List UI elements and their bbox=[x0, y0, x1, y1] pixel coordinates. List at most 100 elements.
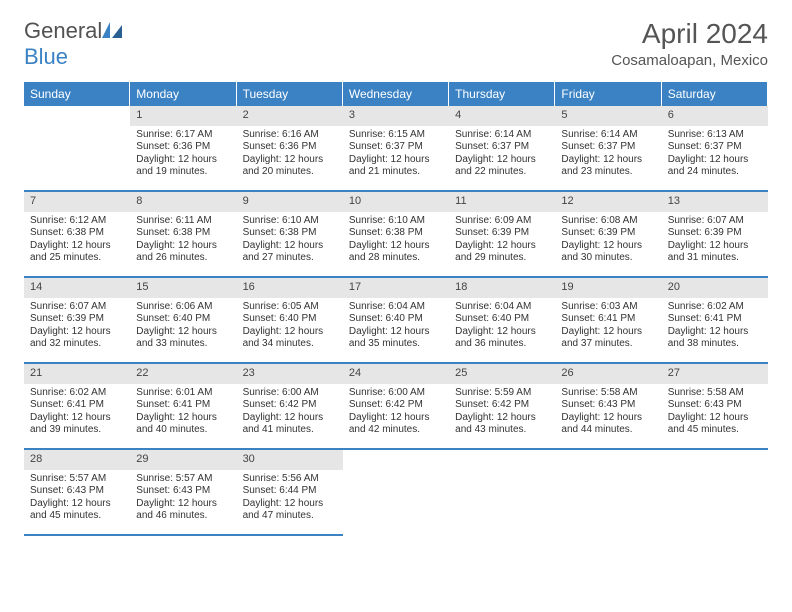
calendar-cell: 22Sunrise: 6:01 AMSunset: 6:41 PMDayligh… bbox=[130, 364, 236, 450]
day-number: 11 bbox=[449, 192, 555, 212]
daylight-line: Daylight: 12 hours and 45 minutes. bbox=[668, 412, 762, 437]
calendar-cell: 30Sunrise: 5:56 AMSunset: 6:44 PMDayligh… bbox=[237, 450, 343, 536]
calendar-cell: 12Sunrise: 6:08 AMSunset: 6:39 PMDayligh… bbox=[555, 192, 661, 278]
weekday-header: Friday bbox=[555, 82, 661, 106]
daylight-line: Daylight: 12 hours and 44 minutes. bbox=[561, 412, 655, 437]
daylight-line: Daylight: 12 hours and 45 minutes. bbox=[30, 498, 124, 523]
day-body: Sunrise: 5:56 AMSunset: 6:44 PMDaylight:… bbox=[237, 470, 343, 529]
day-number: 16 bbox=[237, 278, 343, 298]
logo: GeneralBlue bbox=[24, 18, 124, 70]
sunset-line: Sunset: 6:40 PM bbox=[349, 313, 443, 326]
calendar-cell: 8Sunrise: 6:11 AMSunset: 6:38 PMDaylight… bbox=[130, 192, 236, 278]
daylight-line: Daylight: 12 hours and 27 minutes. bbox=[243, 240, 337, 265]
calendar-cell bbox=[24, 106, 130, 192]
day-number: 7 bbox=[24, 192, 130, 212]
day-number: 13 bbox=[662, 192, 768, 212]
daylight-line: Daylight: 12 hours and 43 minutes. bbox=[455, 412, 549, 437]
daylight-line: Daylight: 12 hours and 38 minutes. bbox=[668, 326, 762, 351]
daylight-line: Daylight: 12 hours and 20 minutes. bbox=[243, 154, 337, 179]
calendar-cell: 28Sunrise: 5:57 AMSunset: 6:43 PMDayligh… bbox=[24, 450, 130, 536]
weekday-header: Saturday bbox=[662, 82, 768, 106]
calendar-cell: 29Sunrise: 5:57 AMSunset: 6:43 PMDayligh… bbox=[130, 450, 236, 536]
day-body: Sunrise: 5:59 AMSunset: 6:42 PMDaylight:… bbox=[449, 384, 555, 443]
calendar-cell: 2 Sunrise: 6:16 AMSunset: 6:36 PMDaylight… bbox=[237, 106, 343, 192]
sunrise-line: Sunrise: 6:00 AM bbox=[349, 387, 443, 400]
daylight-line: Daylight: 12 hours and 29 minutes. bbox=[455, 240, 549, 265]
sunset-line: Sunset: 6:38 PM bbox=[243, 227, 337, 240]
sunrise-line: Sunrise: 6:10 AM bbox=[243, 215, 337, 228]
page-title: April 2024 bbox=[611, 18, 768, 50]
sunrise-line: Sunrise: 5:57 AM bbox=[30, 473, 124, 486]
sunset-line: Sunset: 6:38 PM bbox=[136, 227, 230, 240]
day-number: 19 bbox=[555, 278, 661, 298]
sunrise-line: Sunrise: 6:10 AM bbox=[349, 215, 443, 228]
day-number: 12 bbox=[555, 192, 661, 212]
sunset-line: Sunset: 6:41 PM bbox=[30, 399, 124, 412]
sunset-line: Sunset: 6:37 PM bbox=[668, 141, 762, 154]
day-number: 25 bbox=[449, 364, 555, 384]
weekday-header: Monday bbox=[130, 82, 236, 106]
calendar-cell: 18Sunrise: 6:04 AMSunset: 6:40 PMDayligh… bbox=[449, 278, 555, 364]
sunrise-line: Sunrise: 6:16 AM bbox=[243, 129, 337, 142]
sunset-line: Sunset: 6:39 PM bbox=[668, 227, 762, 240]
sunset-line: Sunset: 6:36 PM bbox=[136, 141, 230, 154]
day-body: Sunrise: 6:00 AMSunset: 6:42 PMDaylight:… bbox=[237, 384, 343, 443]
daylight-line: Daylight: 12 hours and 23 minutes. bbox=[561, 154, 655, 179]
calendar-cell bbox=[449, 450, 555, 536]
logo-text-b: Blue bbox=[24, 44, 68, 69]
day-number: 23 bbox=[237, 364, 343, 384]
day-number: 29 bbox=[130, 450, 236, 470]
day-number: 20 bbox=[662, 278, 768, 298]
sunrise-line: Sunrise: 5:59 AM bbox=[455, 387, 549, 400]
sunrise-line: Sunrise: 6:06 AM bbox=[136, 301, 230, 314]
weekday-header: Thursday bbox=[449, 82, 555, 106]
calendar-cell bbox=[555, 450, 661, 536]
day-body: Sunrise: 6:03 AMSunset: 6:41 PMDaylight:… bbox=[555, 298, 661, 357]
sunset-line: Sunset: 6:38 PM bbox=[30, 227, 124, 240]
day-number: 2 bbox=[237, 106, 343, 126]
day-body: Sunrise: 5:58 AMSunset: 6:43 PMDaylight:… bbox=[555, 384, 661, 443]
day-body: Sunrise: 6:02 AMSunset: 6:41 PMDaylight:… bbox=[662, 298, 768, 357]
day-body: Sunrise: 6:14 AMSunset: 6:37 PMDaylight:… bbox=[555, 126, 661, 185]
day-number: 28 bbox=[24, 450, 130, 470]
weekday-header: Sunday bbox=[24, 82, 130, 106]
logo-text-a: General bbox=[24, 18, 102, 43]
sunrise-line: Sunrise: 6:07 AM bbox=[668, 215, 762, 228]
day-number: 27 bbox=[662, 364, 768, 384]
day-body: Sunrise: 6:15 AMSunset: 6:37 PMDaylight:… bbox=[343, 126, 449, 185]
calendar-cell: 26Sunrise: 5:58 AMSunset: 6:43 PMDayligh… bbox=[555, 364, 661, 450]
calendar-cell: 15Sunrise: 6:06 AMSunset: 6:40 PMDayligh… bbox=[130, 278, 236, 364]
calendar-cell: 11Sunrise: 6:09 AMSunset: 6:39 PMDayligh… bbox=[449, 192, 555, 278]
day-number: 6 bbox=[662, 106, 768, 126]
day-body: Sunrise: 6:10 AMSunset: 6:38 PMDaylight:… bbox=[343, 212, 449, 271]
day-body: Sunrise: 6:07 AMSunset: 6:39 PMDaylight:… bbox=[24, 298, 130, 357]
daylight-line: Daylight: 12 hours and 24 minutes. bbox=[668, 154, 762, 179]
calendar-cell: 24Sunrise: 6:00 AMSunset: 6:42 PMDayligh… bbox=[343, 364, 449, 450]
sunset-line: Sunset: 6:39 PM bbox=[561, 227, 655, 240]
sunset-line: Sunset: 6:42 PM bbox=[349, 399, 443, 412]
sunrise-line: Sunrise: 6:00 AM bbox=[243, 387, 337, 400]
sunrise-line: Sunrise: 5:58 AM bbox=[668, 387, 762, 400]
daylight-line: Daylight: 12 hours and 34 minutes. bbox=[243, 326, 337, 351]
calendar-cell: 7Sunrise: 6:12 AMSunset: 6:38 PMDaylight… bbox=[24, 192, 130, 278]
day-number: 10 bbox=[343, 192, 449, 212]
daylight-line: Daylight: 12 hours and 31 minutes. bbox=[668, 240, 762, 265]
day-body: Sunrise: 6:10 AMSunset: 6:38 PMDaylight:… bbox=[237, 212, 343, 271]
sunset-line: Sunset: 6:43 PM bbox=[30, 485, 124, 498]
daylight-line: Daylight: 12 hours and 41 minutes. bbox=[243, 412, 337, 437]
day-body: Sunrise: 5:57 AMSunset: 6:43 PMDaylight:… bbox=[24, 470, 130, 529]
calendar-cell: 25Sunrise: 5:59 AMSunset: 6:42 PMDayligh… bbox=[449, 364, 555, 450]
day-number: 30 bbox=[237, 450, 343, 470]
day-body: Sunrise: 6:12 AMSunset: 6:38 PMDaylight:… bbox=[24, 212, 130, 271]
sunset-line: Sunset: 6:38 PM bbox=[349, 227, 443, 240]
calendar-grid: SundayMondayTuesdayWednesdayThursdayFrid… bbox=[24, 82, 768, 536]
day-number: 3 bbox=[343, 106, 449, 126]
sunset-line: Sunset: 6:43 PM bbox=[668, 399, 762, 412]
daylight-line: Daylight: 12 hours and 37 minutes. bbox=[561, 326, 655, 351]
sunset-line: Sunset: 6:36 PM bbox=[243, 141, 337, 154]
sunset-line: Sunset: 6:43 PM bbox=[136, 485, 230, 498]
day-body: Sunrise: 6:02 AMSunset: 6:41 PMDaylight:… bbox=[24, 384, 130, 443]
day-number: 1 bbox=[130, 106, 236, 126]
sunrise-line: Sunrise: 5:57 AM bbox=[136, 473, 230, 486]
sunset-line: Sunset: 6:42 PM bbox=[455, 399, 549, 412]
